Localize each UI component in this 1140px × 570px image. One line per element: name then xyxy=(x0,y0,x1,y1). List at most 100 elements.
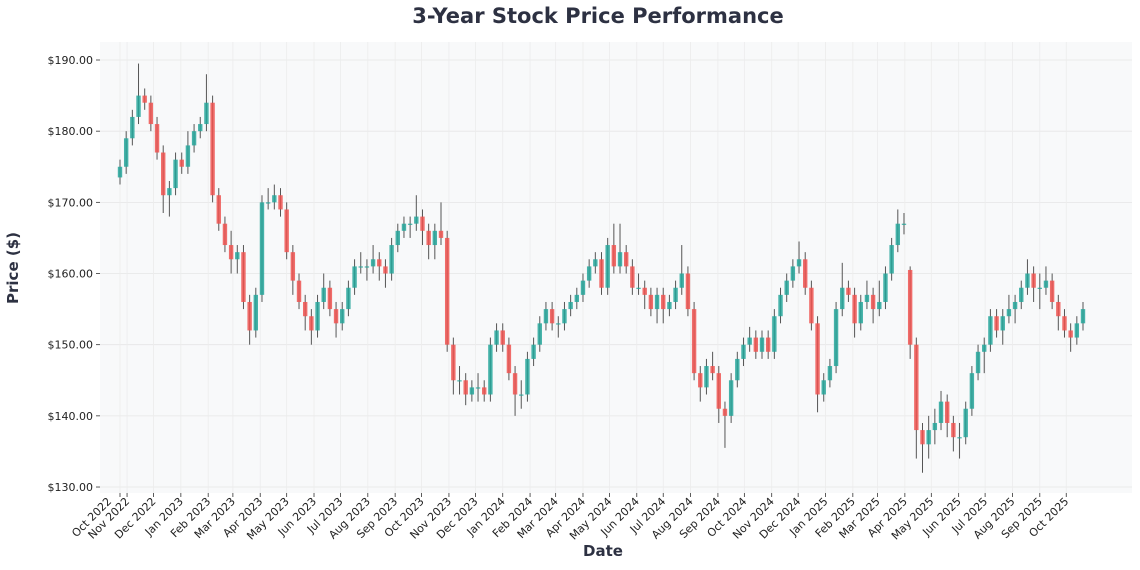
candle-body xyxy=(265,202,271,204)
candle-body xyxy=(148,102,154,125)
candle-up xyxy=(574,287,580,310)
candle-down xyxy=(599,252,604,295)
candle-body xyxy=(333,309,339,324)
y-tick-label: $190.00 xyxy=(48,54,94,67)
candle-up xyxy=(136,63,141,125)
candle-down xyxy=(222,216,228,253)
candle-down xyxy=(512,366,518,416)
candle-body xyxy=(191,131,197,146)
candle-up xyxy=(759,330,765,359)
candle-body xyxy=(556,323,561,325)
candle-body xyxy=(198,124,203,132)
candle-down xyxy=(444,230,450,352)
candle-up xyxy=(741,337,746,367)
candle-body xyxy=(679,273,684,288)
candle-down xyxy=(765,330,771,359)
candle-up xyxy=(525,351,530,402)
candle-body xyxy=(586,266,592,281)
candle-up xyxy=(877,280,882,317)
chart-title: 3-Year Stock Price Performance xyxy=(412,4,783,28)
candle-body xyxy=(562,309,567,324)
candle-body xyxy=(525,358,530,395)
candle-body xyxy=(352,266,357,288)
candle-down xyxy=(698,366,703,402)
candle-up xyxy=(469,380,475,402)
candle-up xyxy=(605,237,610,295)
candle-up xyxy=(130,109,135,146)
candle-body xyxy=(796,259,802,267)
candle-down xyxy=(630,259,635,295)
candle-body xyxy=(1043,280,1049,288)
candle-down xyxy=(1031,266,1036,302)
candle-body xyxy=(994,316,999,331)
candle-body xyxy=(1031,273,1036,288)
candle-up xyxy=(883,266,888,310)
candle-body xyxy=(136,95,141,117)
candle-body xyxy=(901,223,907,225)
candle-body xyxy=(611,245,617,267)
candle-up xyxy=(778,287,783,324)
candle-body xyxy=(117,166,123,178)
candle-down xyxy=(809,280,814,331)
candle-up xyxy=(728,373,734,423)
y-tick-label: $140.00 xyxy=(48,410,94,423)
candle-up xyxy=(185,131,191,174)
candle-body xyxy=(568,301,573,310)
candle-up xyxy=(204,74,209,132)
candle-up xyxy=(957,422,962,459)
candle-body xyxy=(1056,301,1061,317)
candle-down xyxy=(1068,323,1073,352)
candle-up xyxy=(272,184,277,210)
candle-up xyxy=(938,390,944,431)
candle-body xyxy=(642,287,647,295)
candle-body xyxy=(321,287,326,302)
candle-up xyxy=(315,294,320,338)
candle-body xyxy=(864,294,870,302)
candle-body xyxy=(636,287,641,289)
candle-up xyxy=(1019,280,1024,310)
candle-down xyxy=(920,422,925,473)
candle-body xyxy=(444,237,450,345)
candle-body xyxy=(982,344,987,352)
candle-up xyxy=(636,273,641,295)
y-axis: $130.00 $140.00 $150.00 $160.00 $170.00 $180.… xyxy=(48,54,100,494)
candle-up xyxy=(654,287,660,324)
candle-body xyxy=(1006,309,1012,317)
candle-down xyxy=(722,401,728,448)
candle-body xyxy=(772,316,777,352)
candle-up xyxy=(821,373,826,402)
candle-body xyxy=(716,373,721,409)
candle-body xyxy=(272,195,277,203)
candle-body xyxy=(377,259,382,267)
candle-body xyxy=(784,280,789,295)
candle-up xyxy=(926,415,931,459)
candle-body xyxy=(753,337,759,352)
candle-up xyxy=(735,351,740,388)
candle-down xyxy=(148,95,154,132)
candle-body xyxy=(654,294,660,310)
candle-body xyxy=(778,294,783,317)
candle-up xyxy=(123,131,129,174)
candle-body xyxy=(315,301,320,331)
candle-body xyxy=(414,216,419,224)
candle-up xyxy=(568,294,573,317)
candle-body xyxy=(963,408,968,438)
candle-up xyxy=(679,245,684,295)
candle-body xyxy=(1000,316,1005,331)
candle-down xyxy=(154,116,160,160)
candle-body xyxy=(488,344,493,395)
candle-up xyxy=(790,259,796,288)
candle-up xyxy=(537,316,542,352)
candle-up xyxy=(864,280,870,310)
candle-down xyxy=(482,380,487,402)
candle-down xyxy=(716,366,721,423)
candle-body xyxy=(235,252,240,260)
candle-down xyxy=(611,223,617,274)
candle-down xyxy=(290,245,296,295)
candle-body xyxy=(944,401,950,423)
candle-up xyxy=(352,259,357,295)
candle-body xyxy=(537,323,542,345)
candle-down xyxy=(1049,273,1055,310)
candle-body xyxy=(549,309,555,324)
candle-body xyxy=(691,309,697,374)
